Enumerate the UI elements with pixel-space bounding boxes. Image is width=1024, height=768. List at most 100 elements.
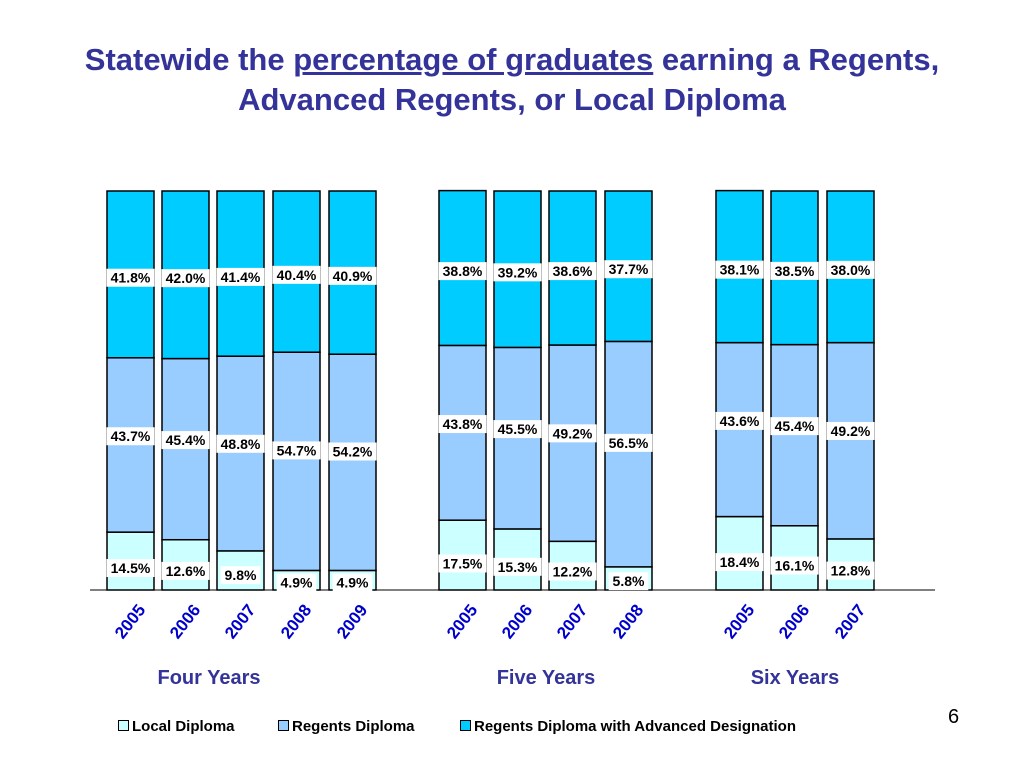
data-label-bg-advanced-0-2005 — [106, 268, 155, 287]
data-label-local-0-2007: 9.8% — [225, 567, 257, 583]
data-label-bg-local-0-2008 — [276, 573, 317, 592]
data-label-bg-regents-0-2009 — [328, 442, 377, 461]
data-label-bg-local-2-2006 — [770, 556, 819, 575]
title-line-2: Advanced Regents, or Local Diploma — [238, 82, 786, 117]
legend-label-local: Local Diploma — [132, 718, 235, 735]
data-label-local-1-2007: 12.2% — [553, 564, 593, 580]
data-label-bg-advanced-0-2009 — [328, 266, 377, 285]
year-label-0-2007: 2007 — [221, 601, 259, 643]
legend-label-advanced: Regents Diploma with Advanced Designatio… — [474, 718, 796, 735]
data-label-advanced-2-2007: 38.0% — [831, 262, 871, 278]
year-label-1-2008: 2008 — [609, 601, 647, 643]
slide-number: 6 — [948, 706, 960, 728]
data-label-regents-0-2005: 43.7% — [111, 428, 151, 444]
data-label-bg-local-0-2005 — [106, 559, 155, 578]
bar-regents-six-years-2006 — [770, 343, 819, 527]
data-label-bg-local-1-2005 — [438, 554, 487, 573]
data-label-local-0-2006: 12.6% — [166, 563, 206, 579]
data-label-bg-advanced-2-2005 — [715, 260, 764, 279]
data-label-local-2-2005: 18.4% — [720, 554, 760, 570]
data-label-regents-0-2009: 54.2% — [333, 444, 373, 460]
group-label-six-years: Six Years — [751, 667, 840, 689]
group-label-four-years: Four Years — [157, 667, 260, 689]
year-label-0-2006: 2006 — [166, 601, 204, 643]
data-label-bg-advanced-0-2007 — [216, 267, 265, 286]
data-label-bg-regents-0-2007 — [216, 434, 265, 453]
data-label-bg-regents-1-2007 — [548, 424, 597, 443]
year-label-2-2007: 2007 — [831, 601, 869, 643]
bar-regents-five-years-2006 — [493, 346, 542, 530]
year-label-0-2008: 2008 — [277, 601, 315, 643]
legend-item-advanced: Regents Diploma with Advanced Designatio… — [460, 718, 796, 735]
data-label-bg-advanced-2-2007 — [826, 260, 875, 279]
legend-swatch-advanced — [460, 720, 471, 731]
data-label-bg-regents-1-2006 — [493, 420, 542, 439]
data-label-bg-regents-2-2006 — [770, 417, 819, 436]
data-label-local-1-2006: 15.3% — [498, 559, 538, 575]
group-label-five-years: Five Years — [497, 667, 596, 689]
data-label-local-1-2008: 5.8% — [613, 573, 645, 589]
title-pre: Statewide the — [84, 42, 294, 77]
data-label-bg-local-1-2006 — [493, 557, 542, 576]
data-label-bg-regents-1-2008 — [604, 433, 653, 452]
bar-regents-four-years-2007 — [216, 355, 265, 552]
data-label-bg-advanced-1-2005 — [438, 262, 487, 281]
data-label-bg-regents-0-2005 — [106, 427, 155, 446]
year-label-0-2005: 2005 — [111, 601, 149, 643]
data-label-advanced-1-2007: 38.6% — [553, 263, 593, 279]
data-label-bg-advanced-1-2006 — [493, 263, 542, 282]
data-label-bg-advanced-1-2007 — [548, 262, 597, 281]
title-underlined: percentage of graduates — [293, 42, 654, 77]
data-label-advanced-1-2006: 39.2% — [498, 264, 538, 280]
data-label-advanced-0-2005: 41.8% — [111, 270, 151, 286]
data-label-advanced-1-2005: 38.8% — [443, 263, 483, 279]
year-label-0-2009: 2009 — [333, 601, 371, 643]
year-label-1-2006: 2006 — [498, 601, 536, 643]
data-label-regents-2-2006: 45.4% — [775, 418, 815, 434]
data-label-regents-1-2005: 43.8% — [443, 416, 483, 432]
data-label-bg-local-0-2006 — [161, 561, 210, 580]
data-label-bg-local-1-2007 — [548, 562, 597, 581]
data-label-advanced-0-2006: 42.0% — [166, 270, 206, 286]
bar-regents-five-years-2008 — [604, 340, 653, 568]
data-label-bg-regents-2-2007 — [826, 421, 875, 440]
bar-regents-four-years-2008 — [272, 351, 321, 572]
data-label-advanced-2-2006: 38.5% — [775, 263, 815, 279]
bar-regents-four-years-2009 — [328, 353, 377, 572]
data-label-local-2-2007: 12.8% — [831, 563, 871, 579]
data-label-bg-local-2-2007 — [826, 561, 875, 580]
data-label-bg-advanced-0-2008 — [272, 265, 321, 284]
legend-item-local: Local Diploma — [118, 718, 235, 735]
data-label-advanced-0-2009: 40.9% — [333, 268, 373, 284]
data-label-advanced-0-2007: 41.4% — [221, 269, 261, 285]
data-label-bg-regents-0-2006 — [161, 431, 210, 450]
data-label-advanced-2-2005: 38.1% — [720, 262, 760, 278]
title-line-1: Statewide the percentage of graduates ea… — [0, 40, 1024, 80]
data-label-regents-1-2007: 49.2% — [553, 425, 593, 441]
data-label-regents-0-2006: 45.4% — [166, 432, 206, 448]
data-label-advanced-1-2008: 37.7% — [609, 261, 649, 277]
data-label-local-2-2006: 16.1% — [775, 558, 815, 574]
bar-regents-six-years-2007 — [826, 341, 875, 540]
data-label-bg-regents-0-2008 — [272, 441, 321, 460]
data-label-regents-1-2008: 56.5% — [609, 435, 649, 451]
data-label-local-0-2009: 4.9% — [337, 575, 369, 591]
data-label-local-1-2005: 17.5% — [443, 555, 483, 571]
bar-regents-five-years-2007 — [548, 344, 597, 543]
data-label-bg-local-2-2005 — [715, 553, 764, 572]
data-label-bg-local-1-2008 — [608, 572, 649, 591]
data-label-regents-0-2008: 54.7% — [277, 442, 317, 458]
legend-label-regents: Regents Diploma — [292, 718, 415, 735]
legend-swatch-regents — [278, 720, 289, 731]
data-label-regents-2-2007: 49.2% — [831, 423, 871, 439]
data-label-bg-advanced-1-2008 — [604, 260, 653, 279]
data-label-bg-regents-1-2005 — [438, 415, 487, 434]
year-label-2-2006: 2006 — [775, 601, 813, 643]
data-label-bg-local-0-2007 — [220, 566, 261, 585]
data-label-local-0-2005: 14.5% — [111, 560, 151, 576]
legend-swatch-local — [118, 720, 129, 731]
data-label-regents-1-2006: 45.5% — [498, 421, 538, 437]
legend: Local Diploma Regents Diploma Regents Di… — [118, 718, 878, 740]
title-post: earning a Regents, — [653, 42, 940, 77]
